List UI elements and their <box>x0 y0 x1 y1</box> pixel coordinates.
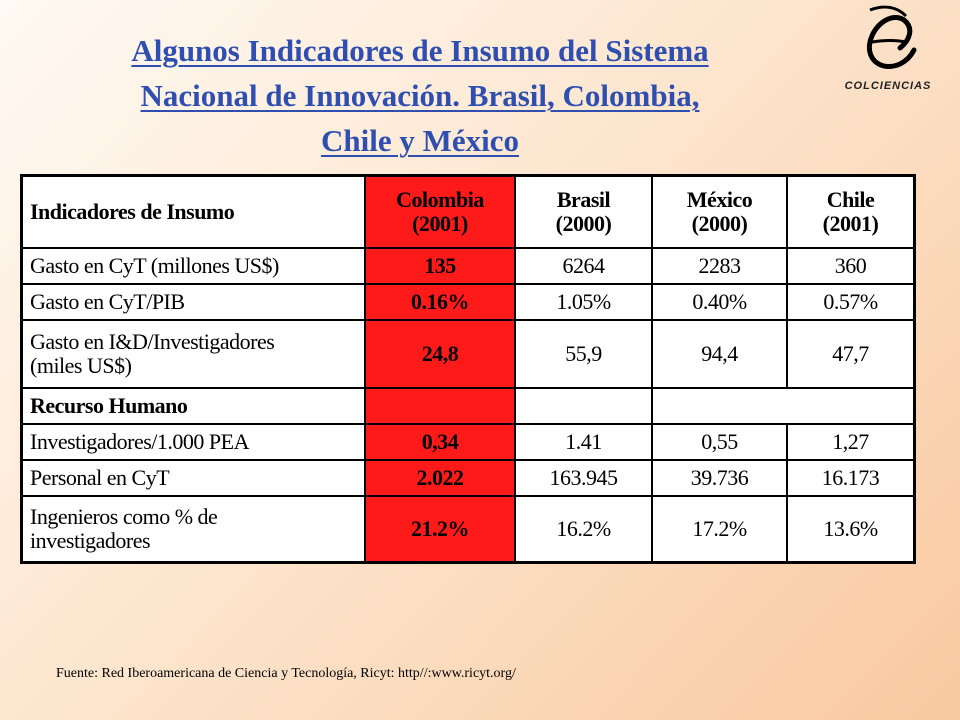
row-label-gasto-id: Gasto en I&D/Investigadores (miles US$) <box>22 320 365 388</box>
title-line-2: Nacional de Innovación. Brasil, Colombia… <box>140 78 700 113</box>
cell-mexico: 0,55 <box>652 424 787 460</box>
cell-brasil: 16.2% <box>515 496 652 562</box>
cell-colombia: 24,8 <box>365 320 515 388</box>
cell-mexico: 0.40% <box>652 284 787 320</box>
colciencias-logo: COLCIENCIAS <box>828 0 948 100</box>
cell-colombia: 0.16% <box>365 284 515 320</box>
cell-chile: 16.173 <box>787 460 914 496</box>
title-line-1: Algunos Indicadores de Insumo del Sistem… <box>131 33 709 68</box>
cell-chile: 0.57% <box>787 284 914 320</box>
section-label-recurso-humano: Recurso Humano <box>22 388 365 424</box>
title-line-3: Chile y México <box>320 123 519 158</box>
row-label-gasto-cyt: Gasto en CyT (millones US$) <box>22 248 365 284</box>
indicators-table: Indicadores de Insumo Colombia (2001) Bra… <box>20 174 916 564</box>
cell-mexico: 39.736 <box>652 460 787 496</box>
header-brasil: Brasil (2000) <box>515 176 652 248</box>
cell-mexico: 2283 <box>652 248 787 284</box>
row-label-ingenieros: Ingenieros como % de investigadores <box>22 496 365 562</box>
header-mexico: México (2000) <box>652 176 787 248</box>
row-label-investigadores-pea: Investigadores/1.000 PEA <box>22 424 365 460</box>
cell-chile: 1,27 <box>787 424 914 460</box>
source-note: Fuente: Red Iberoamericana de Ciencia y … <box>56 666 516 681</box>
cell-brasil: 1.05% <box>515 284 652 320</box>
cell-colombia: 21.2% <box>365 496 515 562</box>
colciencias-logo-icon <box>866 5 917 69</box>
slide-title: Algunos Indicadores de Insumo del Sistem… <box>20 28 820 163</box>
cell-brasil-empty <box>515 388 652 424</box>
header-label: Indicadores de Insumo <box>22 176 365 248</box>
row-label-personal-cyt: Personal en CyT <box>22 460 365 496</box>
cell-chile: 13.6% <box>787 496 914 562</box>
cell-colombia-empty <box>365 388 515 424</box>
cell-brasil: 6264 <box>515 248 652 284</box>
logo-text: COLCIENCIAS <box>844 80 932 92</box>
cell-chile: 47,7 <box>787 320 914 388</box>
header-chile: Chile (2001) <box>787 176 914 248</box>
cell-brasil: 55,9 <box>515 320 652 388</box>
cell-colombia: 135 <box>365 248 515 284</box>
row-label-gasto-pib: Gasto en CyT/PIB <box>22 284 365 320</box>
cell-mexico-chile-empty <box>652 388 914 424</box>
cell-brasil: 1.41 <box>515 424 652 460</box>
cell-colombia: 2.022 <box>365 460 515 496</box>
cell-colombia: 0,34 <box>365 424 515 460</box>
cell-chile: 360 <box>787 248 914 284</box>
cell-mexico: 94,4 <box>652 320 787 388</box>
cell-mexico: 17.2% <box>652 496 787 562</box>
cell-brasil: 163.945 <box>515 460 652 496</box>
header-colombia: Colombia (2001) <box>365 176 515 248</box>
